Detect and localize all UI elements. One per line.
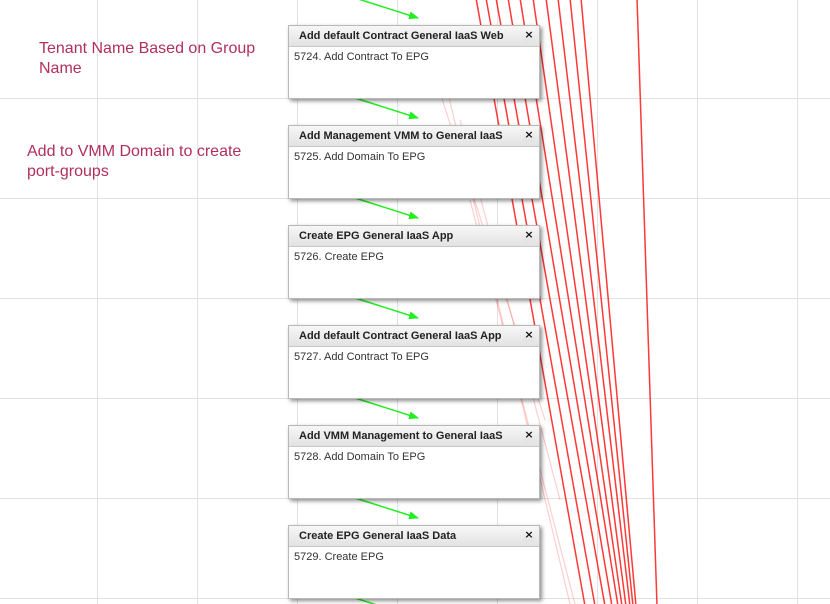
failure-link-5: [532, 0, 623, 604]
task-box-5728[interactable]: Add VMM Management to General IaaS × 572…: [288, 425, 540, 499]
failure-link-2: [495, 0, 606, 604]
close-icon[interactable]: ×: [523, 228, 535, 242]
success-link-2: [354, 197, 419, 220]
close-icon[interactable]: ×: [523, 28, 535, 42]
failure-link-7: [557, 0, 631, 604]
task-header[interactable]: Create EPG General IaaS App ×: [289, 226, 539, 247]
failure-link-1: [485, 0, 596, 604]
task-box-5727[interactable]: Add default Contract General IaaS App × …: [288, 325, 540, 399]
note-vmm-domain: Add to VMM Domain to create port-groups: [27, 143, 242, 180]
task-title: Add VMM Management to General IaaS: [299, 430, 503, 442]
success-link-5: [354, 497, 419, 520]
task-header[interactable]: Create EPG General IaaS Data ×: [289, 526, 539, 547]
task-title: Add default Contract General IaaS Web: [299, 30, 504, 42]
success-link-3: [354, 297, 419, 320]
task-title: Create EPG General IaaS Data: [299, 530, 457, 542]
task-detail: 5728. Add Domain To EPG: [294, 451, 426, 463]
task-detail: 5727. Add Contract To EPG: [294, 351, 429, 363]
task-header[interactable]: Add default Contract General IaaS App ×: [289, 326, 539, 347]
failure-link-9: [580, 0, 637, 604]
failure-link-0: [475, 0, 586, 604]
task-detail: 5726. Create EPG: [294, 251, 384, 263]
task-box-5724[interactable]: Add default Contract General IaaS Web × …: [288, 25, 540, 99]
failure-link-10: [636, 0, 658, 604]
close-icon[interactable]: ×: [523, 528, 535, 542]
task-header[interactable]: Add VMM Management to General IaaS ×: [289, 426, 539, 447]
task-header[interactable]: Add default Contract General IaaS Web ×: [289, 26, 539, 47]
failure-link-6: [545, 0, 627, 604]
close-icon[interactable]: ×: [523, 128, 535, 142]
success-link-0: [358, 0, 419, 20]
success-link-6: [354, 597, 377, 604]
note-tenant-name: Tenant Name Based on Group Name: [39, 40, 256, 77]
success-link-1: [354, 97, 419, 120]
task-box-5726[interactable]: Create EPG General IaaS App × 5726. Crea…: [288, 225, 540, 299]
task-box-5725[interactable]: Add Management VMM to General IaaS × 572…: [288, 125, 540, 199]
task-detail: 5729. Create EPG: [294, 551, 384, 563]
task-detail: 5724. Add Contract To EPG: [294, 51, 429, 63]
task-box-5729[interactable]: Create EPG General IaaS Data × 5729. Cre…: [288, 525, 540, 599]
close-icon[interactable]: ×: [523, 328, 535, 342]
task-header[interactable]: Add Management VMM to General IaaS ×: [289, 126, 539, 147]
task-title: Add default Contract General IaaS App: [299, 330, 502, 342]
failure-link-3: [507, 0, 613, 604]
failure-link-4: [519, 0, 619, 604]
close-icon[interactable]: ×: [523, 428, 535, 442]
failure-link-8: [569, 0, 634, 604]
success-link-4: [354, 397, 419, 420]
task-title: Create EPG General IaaS App: [299, 230, 454, 242]
task-detail: 5725. Add Domain To EPG: [294, 151, 426, 163]
task-title: Add Management VMM to General IaaS: [299, 130, 503, 142]
